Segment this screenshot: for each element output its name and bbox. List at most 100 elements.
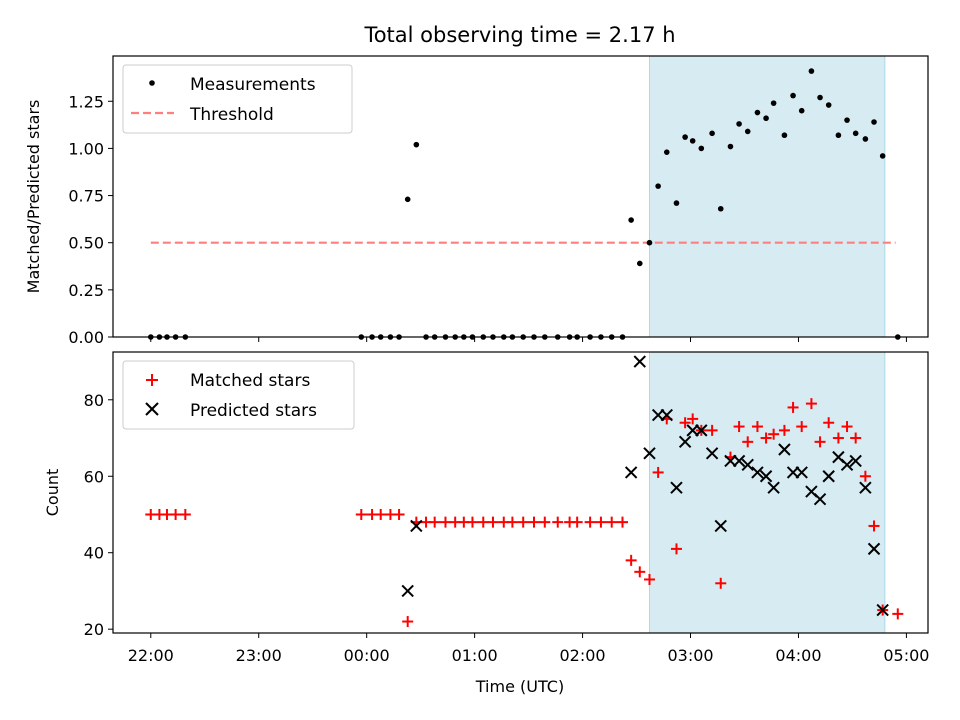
measurement-point [404, 196, 411, 203]
predicted-star-point [714, 519, 727, 533]
matched-stars-series [145, 398, 904, 628]
predicted-star-point [767, 481, 780, 494]
measurement-point [413, 141, 420, 148]
matched-star-point [571, 516, 583, 528]
ratio-panel-frame [112, 55, 929, 338]
matched-star-point [375, 508, 387, 520]
measurements-legend-label: Measurements [190, 75, 316, 95]
matched-star-point [595, 516, 607, 528]
y-tick-label: 1.00 [68, 139, 104, 158]
matched-star-point [768, 428, 780, 440]
matched-star-point [584, 516, 596, 528]
x-tick-label: 04:00 [775, 646, 821, 665]
measurement-point [808, 68, 815, 74]
ratio-y-axis-label: Matched/Predicted stars [24, 100, 43, 294]
count-x-axis: 22:00 23:00 00:00 01:00 02:00 03:00 04:00 05:00 [128, 633, 929, 665]
matched-star-point [179, 508, 191, 520]
measurement-point [825, 102, 832, 108]
predicted-star-point [778, 443, 791, 456]
threshold-legend-label: Threshold [189, 105, 274, 125]
measurement-point [781, 132, 788, 139]
matched-stars-legend-label: Matched stars [190, 371, 310, 391]
measurement-point [862, 136, 869, 142]
x-tick-label: 00:00 [344, 646, 390, 665]
y-tick-label: 40 [84, 544, 104, 563]
predicted-star-point [741, 458, 754, 471]
matched-star-point [506, 516, 518, 528]
matched-star-point [742, 436, 754, 448]
x-tick-label: 01:00 [452, 646, 498, 665]
count-legend: Matched stars Predicted stars [122, 360, 355, 430]
predicted-star-point [751, 466, 764, 479]
matched-star-point [652, 466, 664, 478]
matched-star-point [778, 424, 790, 436]
matched-star-point [477, 516, 489, 528]
matched-star-point [706, 424, 718, 436]
matched-star-point [892, 608, 904, 620]
predicted-stars-legend-label: Predicted stars [190, 401, 317, 421]
matched-star-point [687, 413, 699, 425]
measurement-point [770, 100, 777, 106]
measurement-point [655, 183, 661, 189]
matched-star-point [517, 516, 529, 528]
measurement-point [763, 115, 769, 122]
measurement-point [673, 200, 680, 206]
ratio-panel: 0.00 0.25 0.50 0.75 1.00 1.25 Matched/Predict… [24, 55, 929, 347]
y-tick-label: 1.25 [68, 92, 104, 111]
predicted-star-point [624, 466, 638, 479]
predicted-star-point [876, 603, 889, 617]
predicted-star-point [849, 454, 862, 468]
matched-star-point [841, 421, 853, 433]
predicted-star-point [859, 481, 872, 494]
count-panel: 20 40 60 80 22:00 23:00 00:00 01:00 02:00 03:00 0… [43, 351, 929, 665]
measurements-legend-marker [149, 80, 155, 86]
matched-star-point [796, 421, 808, 433]
predicted-star-point [695, 424, 708, 437]
matched-star-point [868, 520, 880, 532]
count-y-axis-label: Count [43, 469, 62, 517]
predicted-star-point [867, 542, 881, 556]
observing-window-span [648, 55, 886, 338]
predicted-star-point [678, 435, 692, 449]
ratio-x-ticks [150, 337, 907, 342]
matched-star-point [760, 432, 772, 444]
count-legend-box [122, 360, 355, 430]
x-tick-label: 02:00 [560, 646, 606, 665]
measurement-point [727, 143, 734, 150]
measurement-point [646, 239, 653, 246]
y-tick-label: 60 [84, 467, 104, 486]
measurement-point [744, 128, 751, 135]
predicted-stars-series [401, 355, 889, 617]
y-tick-label: 20 [84, 620, 104, 639]
matched-star-point [402, 616, 414, 628]
measurement-point [798, 107, 805, 114]
y-tick-label: 80 [84, 391, 104, 410]
matched-star-point [679, 417, 691, 429]
count-panel-frame [112, 351, 929, 634]
chart-title: Total observing time = 2.17 h [363, 23, 675, 47]
matched-star-point [859, 470, 871, 482]
matched-star-point [355, 508, 367, 520]
matched-star-point [733, 421, 745, 433]
x-tick-label: 03:00 [667, 646, 713, 665]
measurement-point [817, 94, 823, 101]
matched-star-point [805, 398, 817, 410]
predicted-star-point [759, 470, 773, 483]
matched-star-point [670, 543, 682, 555]
predicted-star-point [795, 466, 808, 479]
matched-star-point [170, 508, 182, 520]
predicted-star-point [732, 454, 746, 468]
measurement-point [736, 121, 742, 127]
measurement-point [852, 130, 859, 137]
measurement-point [663, 149, 670, 155]
measurement-point [709, 130, 715, 137]
ratio-legend-box [122, 64, 353, 134]
measurement-point [835, 132, 842, 139]
predicted-star-point [813, 492, 827, 506]
matched-star-point [528, 516, 540, 528]
matched-star-point [625, 554, 637, 566]
matched-star-point [634, 566, 646, 578]
y-tick-label: 0.50 [68, 234, 104, 253]
measurement-point [879, 153, 886, 159]
matched-star-point [539, 516, 551, 528]
